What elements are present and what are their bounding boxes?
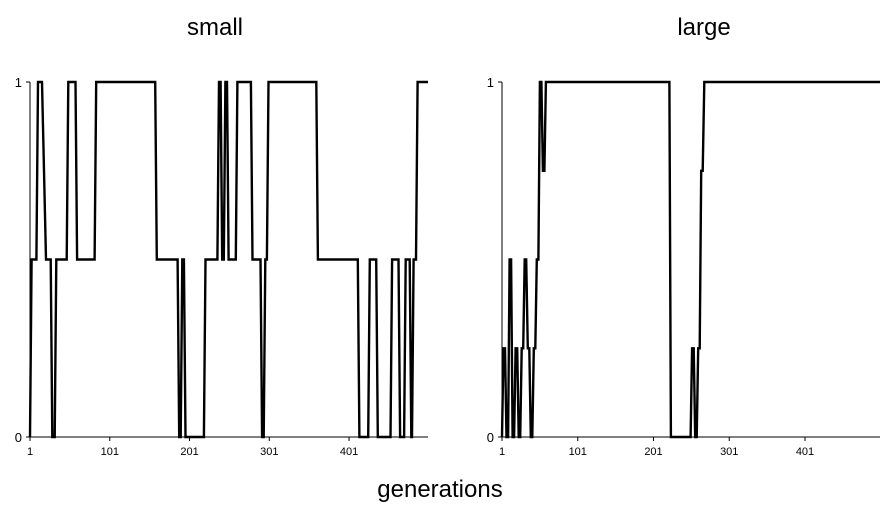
y-tick-label: 1 (487, 75, 494, 90)
x-tick-label: 401 (340, 446, 358, 458)
x-tick-label: 1 (27, 446, 33, 458)
x-tick-label: 201 (644, 446, 662, 458)
chart-title-small: small (186, 14, 243, 41)
y-tick-label: 1 (15, 75, 22, 90)
y-tick-label: 0 (487, 430, 494, 445)
x-tick-label: 1 (499, 446, 505, 458)
series-line-small (28, 80, 428, 439)
x-tick-label: 101 (569, 446, 587, 458)
x-axis-label: generations (377, 476, 503, 503)
y-tick-label: 0 (15, 430, 22, 445)
x-tick-label: 201 (180, 446, 198, 458)
chart-title-large: large (677, 14, 731, 41)
x-tick-label: 301 (720, 446, 738, 458)
x-tick-label: 101 (101, 446, 119, 458)
x-tick-label: 301 (260, 446, 278, 458)
x-tick-label: 401 (796, 446, 814, 458)
series-line-large (500, 80, 880, 439)
